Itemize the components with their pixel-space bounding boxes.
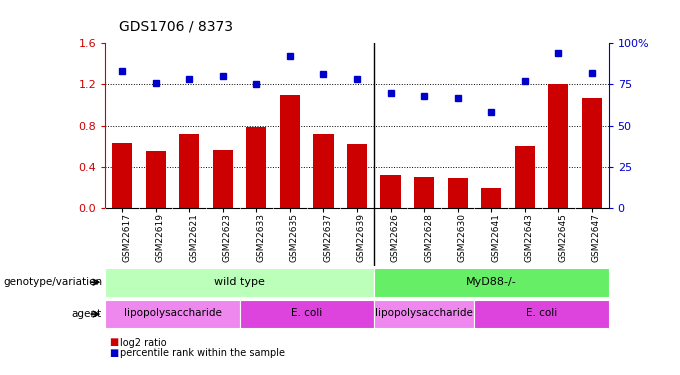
Text: E. coli: E. coli xyxy=(291,308,322,318)
Text: ■: ■ xyxy=(109,348,118,358)
Bar xyxy=(246,127,267,208)
Bar xyxy=(313,134,333,208)
Bar xyxy=(180,134,199,208)
Text: GSM22630: GSM22630 xyxy=(458,213,466,262)
Bar xyxy=(447,178,468,208)
Bar xyxy=(475,300,609,328)
Text: GSM22639: GSM22639 xyxy=(357,213,366,262)
Text: MyD88-/-: MyD88-/- xyxy=(466,276,517,286)
Text: GSM22619: GSM22619 xyxy=(156,213,165,262)
Text: GSM22626: GSM22626 xyxy=(390,213,400,262)
Text: GSM22628: GSM22628 xyxy=(424,213,433,262)
Bar xyxy=(146,152,166,208)
Bar xyxy=(213,150,233,208)
Text: GSM22645: GSM22645 xyxy=(558,213,567,262)
Text: GSM22641: GSM22641 xyxy=(491,213,500,262)
Text: log2 ratio: log2 ratio xyxy=(120,338,167,348)
Text: GSM22637: GSM22637 xyxy=(324,213,333,262)
Text: GSM22643: GSM22643 xyxy=(525,213,534,262)
Text: ■: ■ xyxy=(109,338,118,348)
Text: percentile rank within the sample: percentile rank within the sample xyxy=(120,348,286,358)
Text: genotype/variation: genotype/variation xyxy=(3,277,102,287)
Bar xyxy=(239,300,374,328)
Text: E. coli: E. coli xyxy=(526,308,557,318)
Text: lipopolysaccharide: lipopolysaccharide xyxy=(124,308,222,318)
Bar xyxy=(582,98,602,208)
Bar xyxy=(112,143,132,208)
Bar xyxy=(414,177,434,208)
Text: GDS1706 / 8373: GDS1706 / 8373 xyxy=(119,20,233,34)
Text: GSM22633: GSM22633 xyxy=(256,213,265,262)
Bar xyxy=(374,300,475,328)
Text: GSM22617: GSM22617 xyxy=(122,213,131,262)
Text: lipopolysaccharide: lipopolysaccharide xyxy=(375,308,473,318)
Bar xyxy=(374,268,609,297)
Text: GSM22647: GSM22647 xyxy=(592,213,601,262)
Bar xyxy=(548,84,568,208)
Text: GSM22623: GSM22623 xyxy=(223,213,232,262)
Text: wild type: wild type xyxy=(214,276,265,286)
Bar xyxy=(347,144,367,208)
Bar xyxy=(105,300,239,328)
Bar xyxy=(381,175,401,208)
Text: GSM22635: GSM22635 xyxy=(290,213,299,262)
Text: agent: agent xyxy=(72,309,102,319)
Bar xyxy=(105,268,374,297)
Text: GSM22621: GSM22621 xyxy=(189,213,199,262)
Bar xyxy=(515,146,534,208)
Bar xyxy=(280,95,300,208)
Bar xyxy=(481,188,501,208)
